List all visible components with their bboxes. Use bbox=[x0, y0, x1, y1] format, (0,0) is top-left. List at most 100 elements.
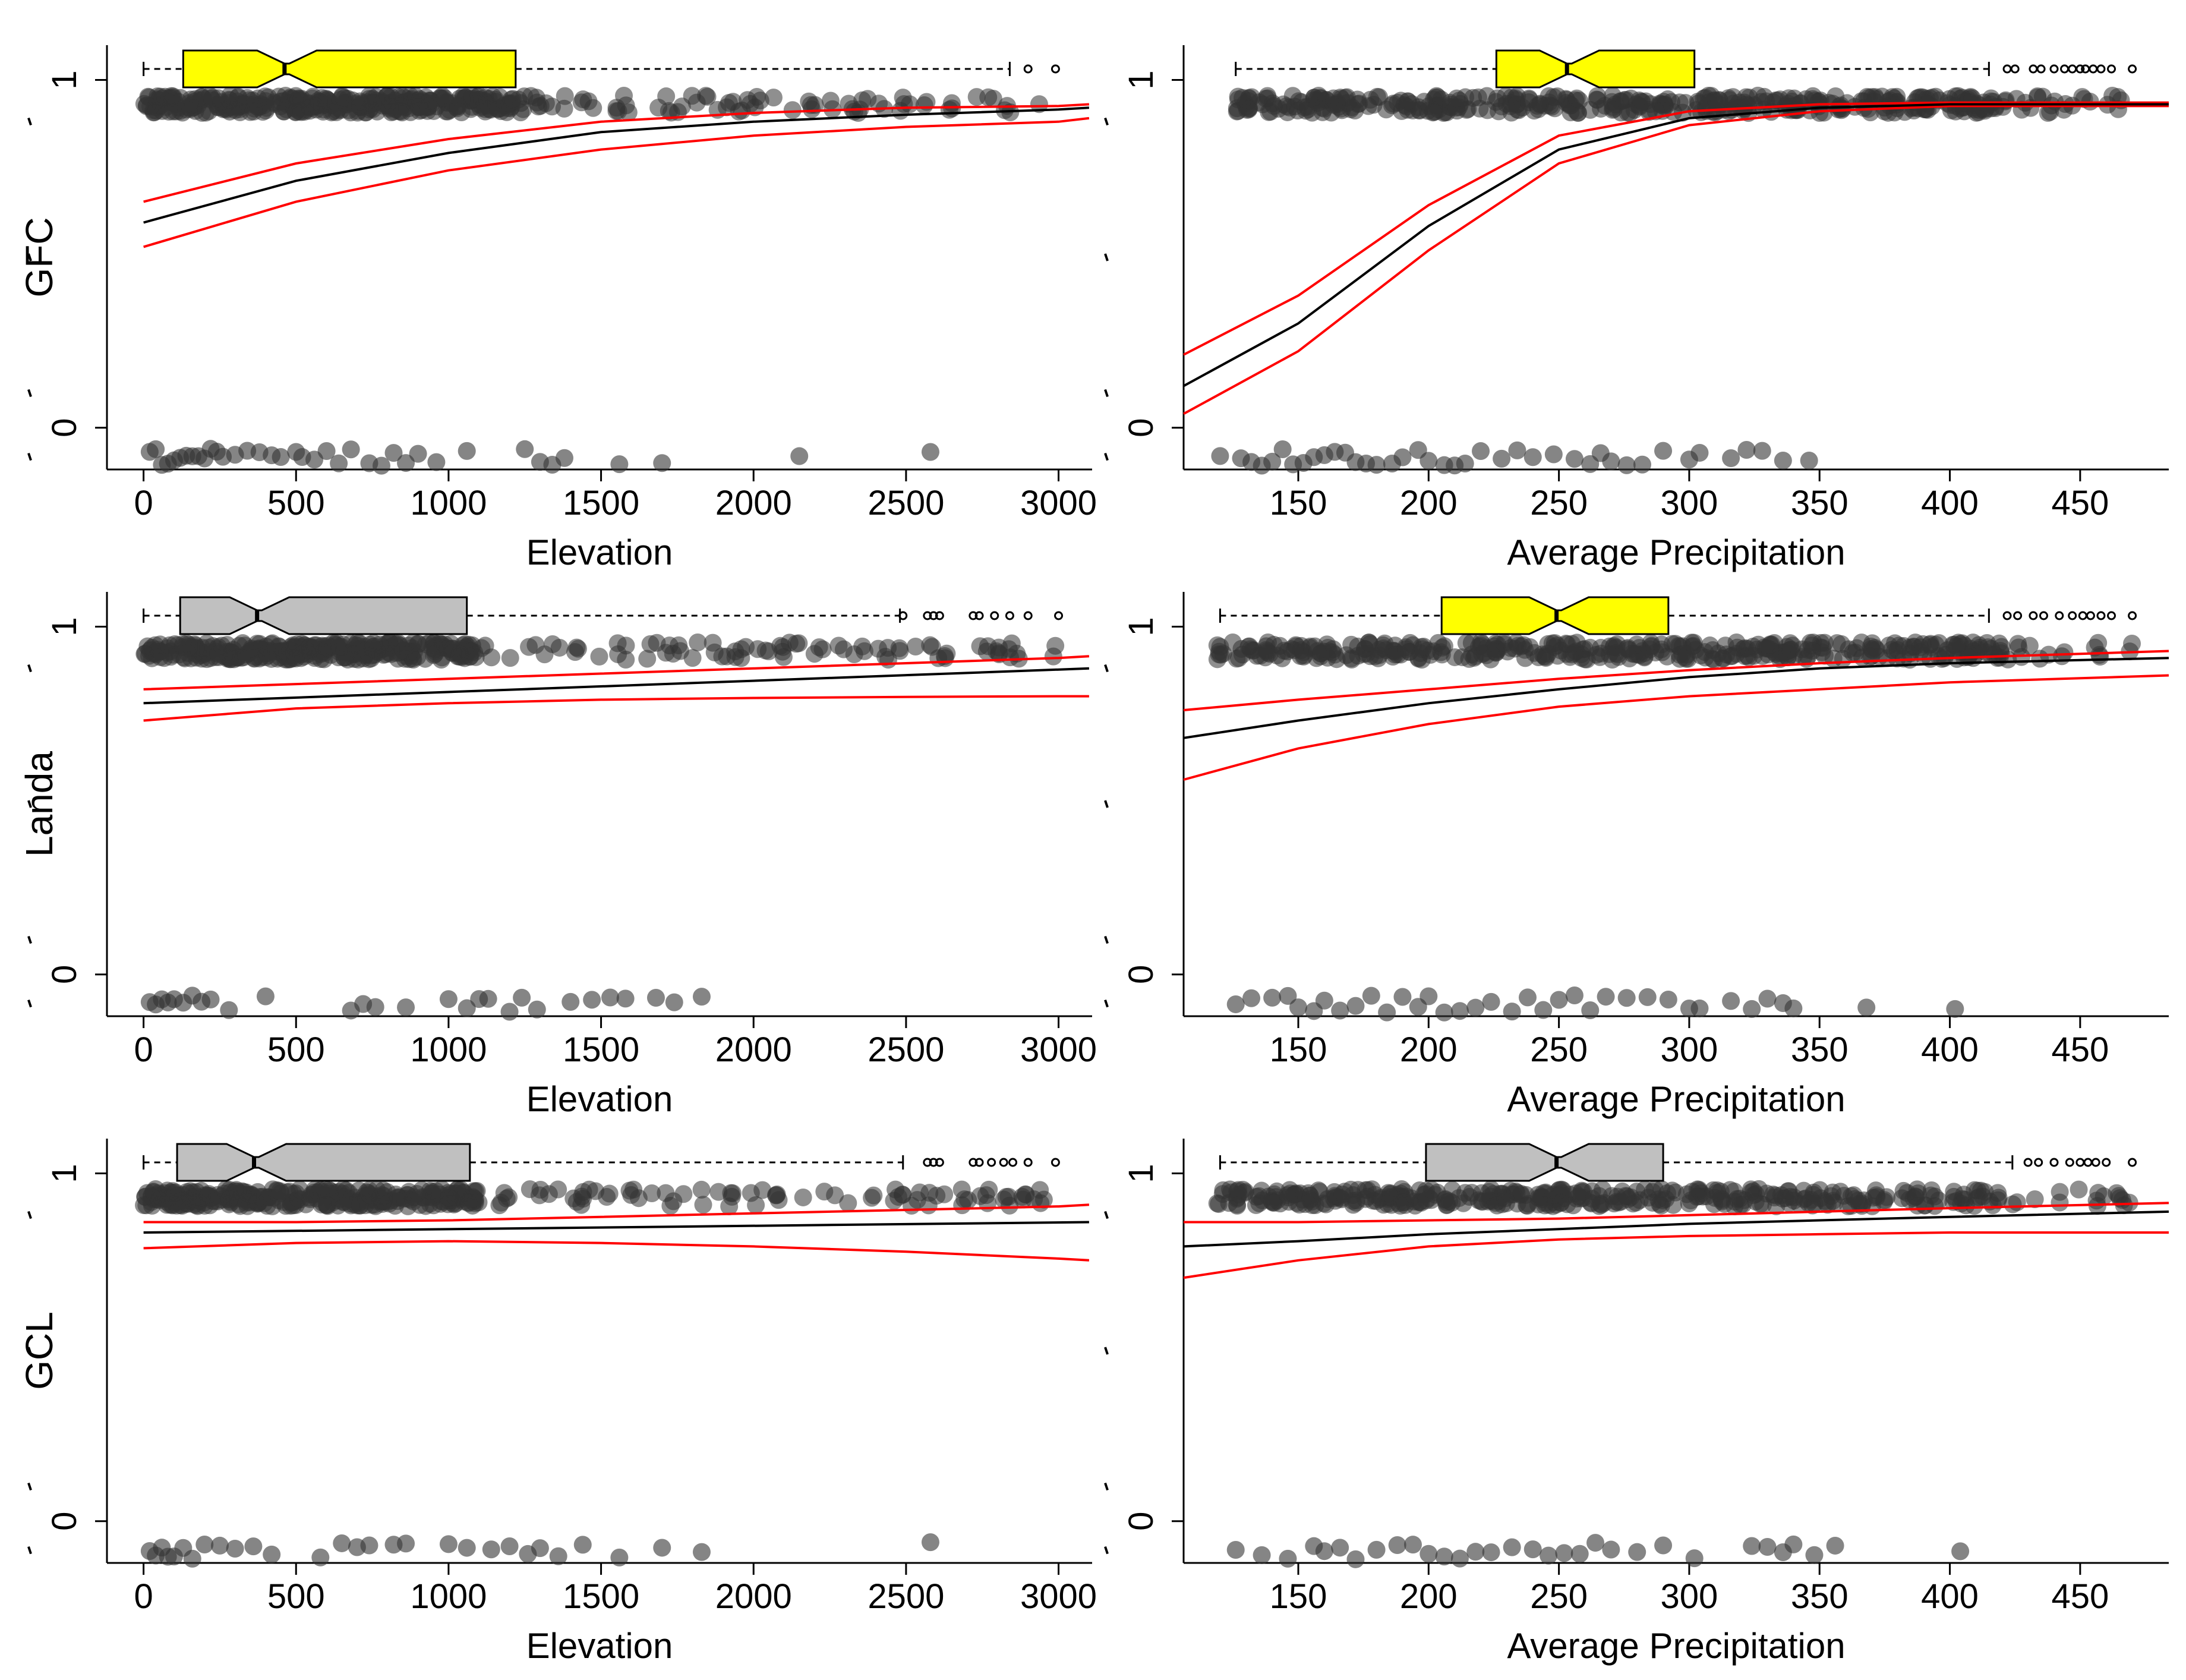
data-point bbox=[617, 651, 635, 669]
data-point bbox=[458, 999, 476, 1017]
data-point bbox=[839, 1194, 857, 1212]
data-point bbox=[365, 637, 383, 655]
frame-mark bbox=[27, 452, 32, 461]
data-point bbox=[1615, 91, 1633, 109]
data-point bbox=[890, 639, 909, 657]
data-point bbox=[516, 440, 534, 458]
data-point bbox=[889, 1188, 907, 1206]
data-point bbox=[1915, 1196, 1933, 1215]
data-point bbox=[1466, 1543, 1485, 1561]
data-point bbox=[1867, 1186, 1885, 1205]
data-point bbox=[272, 448, 290, 467]
data-point bbox=[500, 1003, 519, 1021]
data-point bbox=[692, 1543, 711, 1561]
data-point bbox=[573, 1536, 592, 1554]
data-point bbox=[1588, 87, 1607, 105]
y-axis-title: GCL bbox=[18, 1312, 61, 1390]
data-point bbox=[1346, 997, 1365, 1015]
data-point bbox=[810, 638, 828, 657]
boxplot-box bbox=[1425, 1143, 1664, 1182]
fit-line bbox=[1183, 103, 2169, 387]
x-tick-label: 400 bbox=[1921, 1577, 1979, 1616]
data-point bbox=[327, 636, 346, 654]
data-point bbox=[657, 644, 675, 662]
boxplot-outlier bbox=[2075, 64, 2085, 74]
data-point bbox=[404, 1192, 422, 1211]
data-point bbox=[1767, 1197, 1786, 1215]
data-point bbox=[1597, 988, 1615, 1006]
x-tick-label: 350 bbox=[1791, 1030, 1849, 1069]
data-point bbox=[806, 96, 824, 114]
y-tick-label: 0 bbox=[45, 418, 84, 437]
boxplot-outlier bbox=[2091, 1158, 2100, 1167]
data-point bbox=[815, 1183, 834, 1201]
data-point bbox=[657, 87, 676, 106]
x-tick-label: 350 bbox=[1791, 1577, 1849, 1616]
data-point bbox=[1790, 1194, 1808, 1213]
data-point bbox=[1226, 995, 1245, 1013]
frame-mark bbox=[27, 664, 32, 673]
data-point bbox=[1888, 641, 1907, 660]
frame-mark bbox=[27, 800, 32, 808]
data-point bbox=[531, 1539, 549, 1558]
data-point bbox=[1450, 1549, 1469, 1568]
data-point bbox=[1804, 87, 1822, 105]
data-point bbox=[157, 1196, 176, 1214]
data-point bbox=[1678, 645, 1696, 664]
data-point bbox=[1456, 455, 1474, 473]
data-point bbox=[1228, 1196, 1247, 1215]
data-point bbox=[879, 651, 897, 669]
x-tick-label: 3000 bbox=[1020, 484, 1097, 522]
data-point bbox=[1586, 1534, 1605, 1552]
ci-upper-line bbox=[143, 1203, 1090, 1224]
boxplot-outlier bbox=[2128, 611, 2137, 620]
data-point bbox=[543, 97, 562, 116]
data-point bbox=[556, 87, 574, 105]
x-tick-label: 3000 bbox=[1020, 1030, 1097, 1069]
x-tick-label: 200 bbox=[1400, 1030, 1458, 1069]
boxplot-outlier bbox=[2083, 1158, 2093, 1167]
boxplot-outlier bbox=[1023, 64, 1033, 74]
data-point bbox=[921, 443, 939, 461]
data-point bbox=[646, 988, 665, 1007]
y-tick-label: 0 bbox=[1122, 965, 1160, 984]
chart-panel-0-0: 0 500 1000 1500 2000 2500 3000 0 1 Elevation GFC bbox=[18, 45, 1097, 572]
data-point bbox=[1755, 87, 1774, 106]
data-point bbox=[1435, 1547, 1453, 1566]
data-point bbox=[1617, 989, 1636, 1007]
boxplot-outlier bbox=[935, 611, 944, 620]
data-point bbox=[502, 90, 521, 109]
data-point bbox=[1346, 1550, 1365, 1568]
chart-panel-1-0: 0 500 1000 1500 2000 2500 3000 0 1 Elevation Landa bbox=[18, 592, 1097, 1119]
data-point bbox=[1654, 1192, 1672, 1210]
boxplot-outlier bbox=[2010, 64, 2020, 74]
boxplot-outlier bbox=[923, 1158, 932, 1167]
data-point bbox=[501, 649, 519, 667]
data-point bbox=[1417, 1192, 1435, 1210]
y-tick-label: 0 bbox=[1122, 418, 1160, 437]
frame-mark bbox=[27, 999, 32, 1008]
data-point bbox=[1840, 640, 1858, 658]
data-point bbox=[489, 100, 507, 118]
data-point bbox=[1550, 991, 1568, 1009]
data-point bbox=[183, 1549, 201, 1568]
data-point bbox=[2008, 1193, 2026, 1212]
data-point bbox=[228, 1182, 247, 1200]
data-point bbox=[1685, 1549, 1704, 1568]
x-tick-label: 150 bbox=[1270, 1030, 1327, 1069]
data-point bbox=[1638, 988, 1657, 1006]
data-point bbox=[1398, 97, 1416, 116]
x-tick-label: 2000 bbox=[715, 1577, 792, 1616]
data-point bbox=[574, 90, 592, 109]
ci-lower-line bbox=[143, 695, 1089, 722]
data-point bbox=[997, 1188, 1015, 1206]
data-point bbox=[1342, 635, 1361, 654]
boxplot-outlier bbox=[2128, 64, 2137, 74]
data-point bbox=[1261, 102, 1280, 121]
boxplot-outlier bbox=[1005, 611, 1014, 620]
data-point bbox=[1263, 988, 1282, 1007]
data-point bbox=[980, 1180, 998, 1199]
data-point bbox=[1393, 988, 1412, 1006]
boxplot-box bbox=[182, 49, 517, 89]
boxplot-outlier bbox=[1023, 611, 1033, 620]
